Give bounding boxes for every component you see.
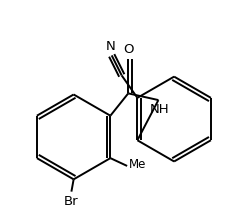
Text: Me: Me xyxy=(128,158,146,171)
Text: N: N xyxy=(106,39,116,53)
Text: NH: NH xyxy=(150,102,169,116)
Text: Br: Br xyxy=(64,194,79,208)
Text: O: O xyxy=(123,43,134,56)
